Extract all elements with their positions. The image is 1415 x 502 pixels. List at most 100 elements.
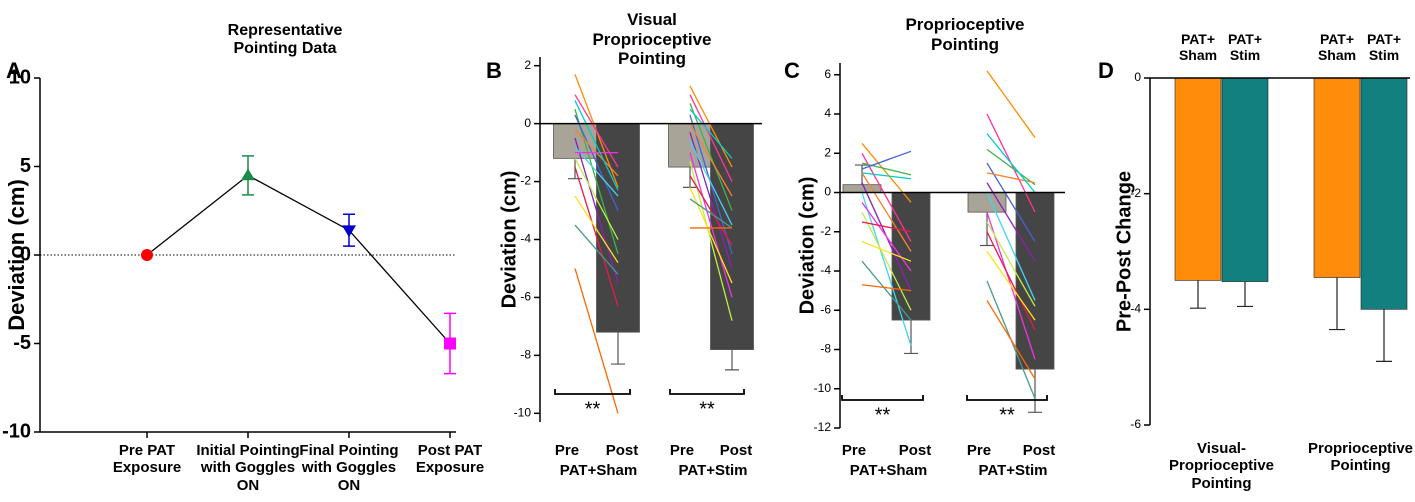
y-tick-label: -8 [520, 348, 531, 362]
y-tick-label: 0 [824, 185, 831, 199]
significance-label: ** [999, 404, 1015, 426]
x-tick-label: Final Pointing with Goggles ON [299, 442, 399, 494]
y-tick-label: 0 [20, 243, 31, 265]
y-tick-label: 2 [824, 145, 831, 159]
x-tick-label: Pre [967, 442, 991, 459]
subject-line [861, 221, 912, 233]
error-bar [904, 320, 918, 355]
x-tick-label: Pre PAT Exposure [112, 442, 182, 477]
x-tick-label: Initial Pointing with Goggles ON [196, 442, 300, 494]
subject-line [574, 224, 619, 275]
subject-line [689, 175, 733, 246]
chart-title: Proprioceptive Pointing [905, 15, 1025, 54]
subject-line [861, 172, 912, 252]
y-tick-label: -6 [520, 290, 531, 304]
x-tick-label: Post PAT Exposure [415, 442, 485, 477]
x-tick-label: Proprioceptive Pointing [1307, 440, 1414, 475]
chart-title: Visual Proprioceptive Pointing [592, 10, 712, 69]
subject-line [574, 166, 619, 307]
y-axis-label: Deviation (cm) [4, 179, 29, 331]
significance-bracket [841, 395, 924, 401]
subject-line [574, 268, 619, 414]
subject-line [986, 300, 1036, 380]
subject-line [689, 140, 733, 226]
subject-line [689, 94, 733, 182]
subject-line [574, 94, 619, 168]
y-axis-label: Pre-Post Change [1113, 171, 1135, 332]
bar [842, 184, 882, 193]
bar [668, 123, 712, 168]
error-bar [980, 212, 994, 247]
marker [444, 337, 456, 350]
y-tick-label: 10 [9, 66, 31, 88]
panel-label: B [486, 58, 502, 83]
subject-line [986, 251, 1036, 321]
subject-line [986, 70, 1036, 138]
significance-bracket [554, 389, 631, 395]
bar [1313, 77, 1361, 278]
y-tick-label: -12 [814, 420, 832, 434]
group-label: PAT+Sham [560, 462, 637, 479]
subject-line [861, 172, 912, 180]
subject-line [574, 108, 619, 255]
y-tick-label: -4 [520, 232, 531, 246]
legend-label: PAT+ Sham [1317, 31, 1357, 64]
error-bar [1028, 369, 1042, 413]
data-line [146, 174, 451, 344]
subject-line [574, 195, 619, 264]
y-tick-label: -6 [1130, 417, 1141, 431]
subject-line [574, 114, 619, 211]
y-tick-label: 6 [824, 67, 831, 81]
subject-line [689, 152, 733, 298]
bar [710, 123, 754, 350]
subject-line [986, 162, 1036, 242]
subject-line [986, 231, 1036, 331]
error-bar [1376, 309, 1392, 362]
subject-line [986, 133, 1036, 193]
panel-label: C [784, 58, 800, 83]
legend-label: PAT+ Stim [1366, 31, 1402, 64]
subject-line [689, 123, 733, 197]
subject-line [861, 260, 912, 321]
x-tick-label: Post [899, 442, 932, 459]
marker [141, 249, 153, 261]
x-tick-label: Pre [670, 442, 694, 459]
y-tick-label: -2 [520, 174, 531, 188]
y-tick-label: -4 [820, 263, 831, 277]
error-bar [1329, 277, 1345, 331]
subject-line [574, 146, 619, 197]
y-tick-label: 2 [524, 58, 531, 72]
subject-line [986, 192, 1036, 301]
bar [596, 123, 640, 333]
subject-line [986, 148, 1036, 186]
error-bar [1190, 280, 1206, 309]
subject-line [861, 240, 912, 262]
y-tick-label: -10 [514, 405, 532, 419]
y-axis-label: Deviation (cm) [796, 177, 818, 315]
panel-label: D [1098, 58, 1114, 83]
bar [1360, 77, 1408, 310]
subject-line [574, 158, 619, 240]
chart-title: Representative Pointing Data [227, 22, 343, 58]
bar [1221, 77, 1269, 282]
marker [342, 225, 356, 238]
y-tick-label: -4 [1130, 302, 1141, 316]
y-tick-label: 0 [1134, 70, 1141, 84]
significance-label: ** [699, 398, 715, 420]
subject-line [986, 182, 1036, 262]
y-tick-label: -2 [820, 224, 831, 238]
y-tick-label: -6 [820, 302, 831, 316]
bar [967, 192, 1007, 213]
y-tick-label: -2 [1130, 186, 1141, 200]
subject-line [861, 152, 912, 242]
legend-label: PAT+ Sham [1178, 31, 1218, 64]
group-label: PAT+Sham [850, 462, 927, 479]
significance-label: ** [585, 398, 601, 420]
y-tick-label: -10 [2, 420, 31, 442]
x-tick-label: Pre [555, 442, 579, 459]
y-axis-label: Deviation (cm) [498, 171, 520, 309]
subject-line [861, 162, 912, 176]
subject-line [574, 100, 619, 191]
